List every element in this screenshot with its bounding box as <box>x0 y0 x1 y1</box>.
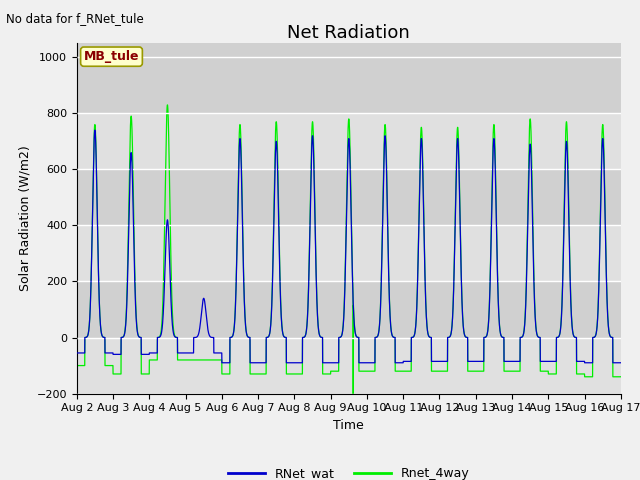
Y-axis label: Solar Radiation (W/m2): Solar Radiation (W/m2) <box>18 145 31 291</box>
Bar <box>77 113 621 169</box>
Title: Net Radiation: Net Radiation <box>287 24 410 42</box>
Text: MB_tule: MB_tule <box>84 50 140 63</box>
Bar <box>77 169 621 226</box>
Rnet_4way <box>616 374 624 380</box>
Line: Rnet_4way: Rnet_4way <box>77 105 621 402</box>
Rnet_4way <box>171 333 179 338</box>
RNet_wat <box>616 360 624 366</box>
RNet_wat <box>218 360 226 366</box>
RNet_wat <box>329 360 337 366</box>
Rnet_4way <box>502 368 509 374</box>
RNet_wat <box>91 127 99 133</box>
RNet_wat <box>502 359 509 364</box>
Text: No data for f_RNet_tule: No data for f_RNet_tule <box>6 12 144 25</box>
Rnet_4way <box>164 102 172 108</box>
Rnet_4way <box>617 374 625 380</box>
X-axis label: Time: Time <box>333 419 364 432</box>
RNet_wat <box>73 350 81 356</box>
RNet_wat <box>617 360 625 366</box>
RNet_wat <box>471 359 479 364</box>
Bar <box>77 226 621 281</box>
RNet_wat <box>441 359 449 364</box>
RNet_wat <box>171 334 179 339</box>
Rnet_4way <box>73 363 81 369</box>
Bar <box>77 43 621 113</box>
Rnet_4way <box>471 368 479 374</box>
Rnet_4way <box>441 368 449 374</box>
Bar <box>77 337 621 394</box>
Rnet_4way <box>349 399 357 405</box>
Legend: RNet_wat, Rnet_4way: RNet_wat, Rnet_4way <box>223 462 475 480</box>
Rnet_4way <box>329 368 337 374</box>
Line: RNet_wat: RNet_wat <box>77 130 621 363</box>
Bar <box>77 281 621 337</box>
